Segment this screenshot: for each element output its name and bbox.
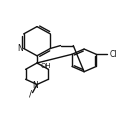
Text: Cl: Cl xyxy=(109,50,117,59)
Text: /: / xyxy=(29,90,32,99)
Text: N: N xyxy=(32,81,38,90)
Text: OH: OH xyxy=(41,63,51,69)
Text: N: N xyxy=(18,44,23,53)
